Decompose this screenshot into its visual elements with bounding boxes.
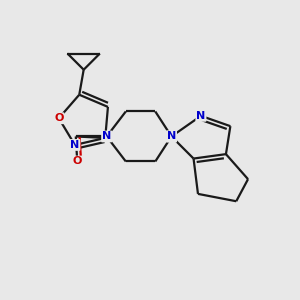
Text: O: O: [54, 113, 64, 123]
Text: N: N: [70, 140, 80, 150]
Text: N: N: [196, 111, 206, 121]
Text: N: N: [167, 131, 176, 142]
Text: N: N: [102, 131, 111, 142]
Text: O: O: [73, 157, 82, 166]
Text: N: N: [167, 131, 176, 142]
